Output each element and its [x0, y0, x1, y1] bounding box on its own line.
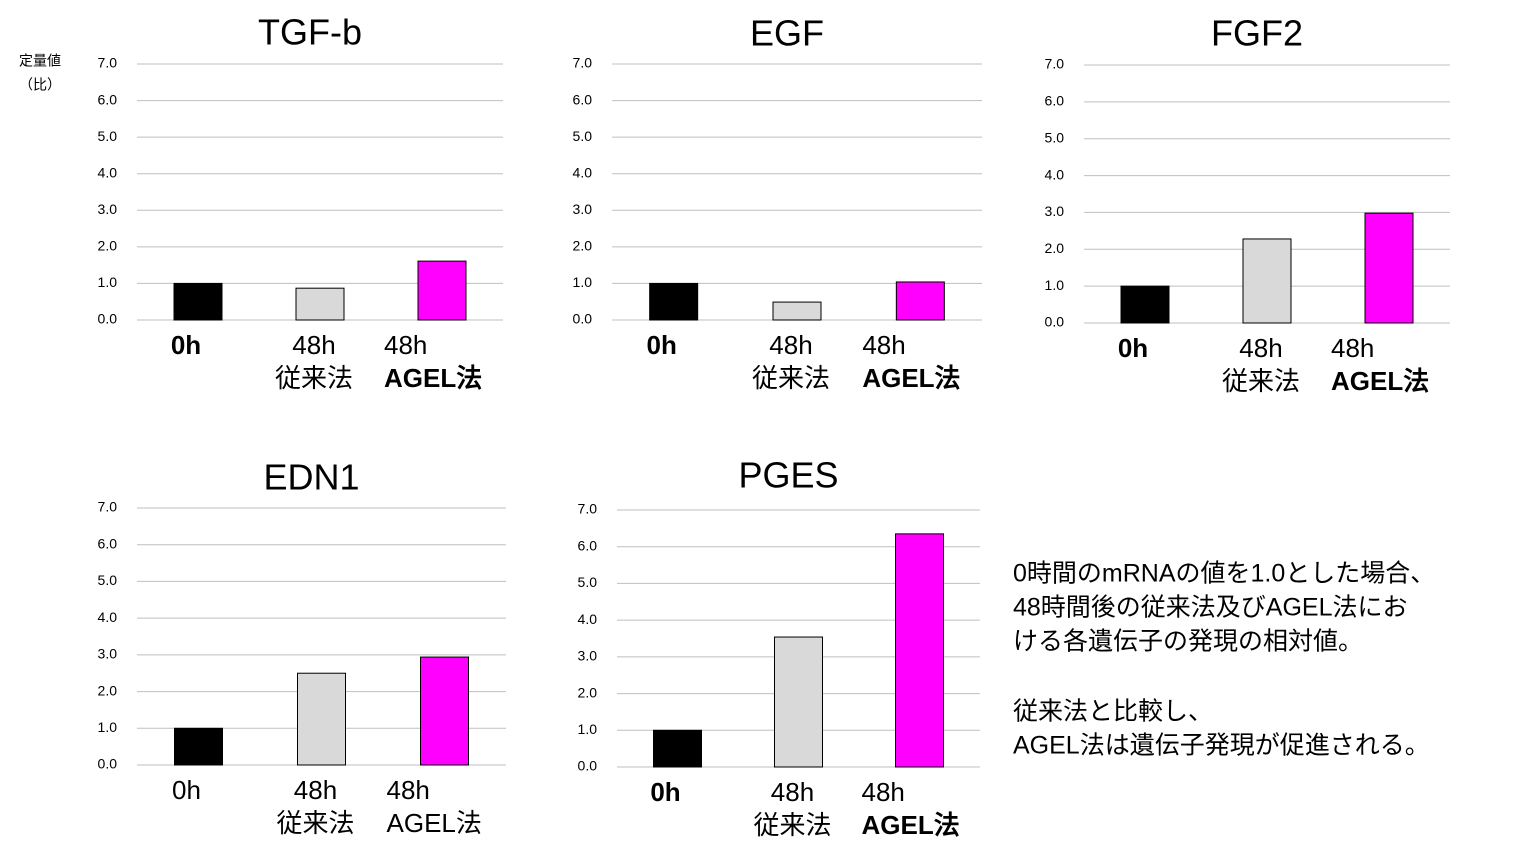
x-tick-label: AGEL法: [1331, 366, 1429, 396]
y-tick-label: 2.0: [1045, 240, 1065, 256]
y-tick-label: 7.0: [98, 499, 118, 515]
x-tick-label: 従来法: [1222, 366, 1300, 396]
bar: [895, 281, 945, 321]
x-tick-label: 従来法: [752, 363, 830, 393]
x-tick-label: 0h: [1118, 333, 1148, 363]
y-tick-label: 0.0: [578, 758, 598, 774]
x-tick-label: 0h: [171, 330, 201, 360]
y-tick-label: 2.0: [578, 684, 598, 700]
y-tick-label: 7.0: [98, 55, 118, 71]
y-tick-label: 0.0: [98, 311, 118, 327]
y-tick-label: 4.0: [573, 164, 593, 180]
y-tick-label: 0.0: [1045, 314, 1065, 330]
note-line: 従来法と比較し、: [1013, 698, 1213, 726]
bar: [649, 282, 699, 321]
x-tick-label: 48h: [769, 330, 812, 360]
x-tick-label: 48h: [294, 775, 337, 805]
note-line: ける各遺伝子の発現の相対値。: [1013, 628, 1363, 656]
bar: [174, 727, 223, 766]
y-tick-label: 1.0: [573, 274, 593, 290]
bar: [295, 287, 345, 321]
x-tick-label: 48h: [1239, 333, 1282, 363]
x-tick-label: 48h: [862, 777, 905, 807]
y-tick-label: 7.0: [578, 501, 598, 517]
bar: [653, 729, 702, 768]
y-axis-label: （比）: [19, 77, 61, 93]
y-tick-label: 4.0: [1045, 166, 1065, 182]
y-tick-label: 6.0: [98, 535, 118, 551]
y-tick-label: 5.0: [98, 572, 118, 588]
bar: [420, 656, 469, 766]
y-tick-label: 1.0: [1045, 277, 1065, 293]
bar: [895, 533, 944, 768]
y-tick-label: 6.0: [573, 91, 593, 107]
bar: [1364, 212, 1414, 324]
y-tick-label: 6.0: [98, 91, 118, 107]
x-tick-label: 48h: [292, 330, 335, 360]
y-tick-label: 6.0: [578, 537, 598, 553]
y-tick-label: 4.0: [578, 611, 598, 627]
chart-title: EDN1: [263, 457, 359, 498]
note-line: 48時間後の従来法及びAGEL法にお: [1013, 594, 1408, 622]
x-tick-label: 48h: [1331, 333, 1374, 363]
x-tick-label: 従来法: [753, 810, 831, 840]
bar: [417, 260, 467, 321]
y-tick-label: 3.0: [98, 646, 118, 662]
x-tick-label: 従来法: [276, 808, 354, 838]
y-tick-label: 5.0: [578, 574, 598, 590]
x-tick-label: AGEL法: [862, 810, 960, 840]
y-tick-label: 1.0: [98, 274, 118, 290]
x-tick-label: 48h: [862, 330, 905, 360]
x-tick-label: 48h: [771, 777, 814, 807]
y-tick-label: 7.0: [573, 55, 593, 71]
y-tick-label: 5.0: [573, 128, 593, 144]
y-tick-label: 7.0: [1045, 56, 1065, 72]
x-tick-label: 0h: [646, 330, 676, 360]
y-tick-label: 4.0: [98, 609, 118, 625]
y-tick-label: 3.0: [98, 201, 118, 217]
x-tick-label: AGEL法: [862, 363, 960, 393]
y-tick-label: 0.0: [573, 311, 593, 327]
bar: [772, 301, 822, 321]
y-tick-label: 3.0: [578, 648, 598, 664]
x-tick-label: 48h: [384, 330, 427, 360]
x-tick-label: AGEL法: [384, 363, 482, 393]
x-tick-label: AGEL法: [387, 808, 482, 838]
y-tick-label: 5.0: [1045, 129, 1065, 145]
chart-title: EGF: [750, 13, 824, 54]
y-tick-label: 3.0: [573, 201, 593, 217]
bar: [1120, 285, 1170, 324]
y-tick-label: 2.0: [573, 238, 593, 254]
bar: [173, 282, 223, 321]
y-tick-label: 6.0: [1045, 93, 1065, 109]
y-tick-label: 5.0: [98, 128, 118, 144]
y-tick-label: 2.0: [98, 238, 118, 254]
note-line: 0時間のmRNAの値を1.0とした場合、: [1013, 560, 1435, 588]
bar: [297, 672, 346, 766]
x-tick-label: 48h: [387, 775, 430, 805]
bar: [1242, 238, 1292, 324]
y-tick-label: 1.0: [98, 719, 118, 735]
y-tick-label: 3.0: [1045, 203, 1065, 219]
y-tick-label: 0.0: [98, 756, 118, 772]
x-tick-label: 従来法: [275, 363, 353, 393]
chart-title: TGF-b: [258, 12, 362, 53]
note-line: AGEL法は遺伝子発現が促進される。: [1013, 732, 1430, 760]
x-tick-label: 0h: [172, 775, 201, 805]
y-axis-label: 定量値: [19, 53, 61, 69]
y-tick-label: 4.0: [98, 164, 118, 180]
y-tick-label: 2.0: [98, 682, 118, 698]
chart-title: FGF2: [1211, 13, 1303, 54]
bar: [774, 636, 823, 768]
chart-title: PGES: [738, 455, 838, 496]
y-tick-label: 1.0: [578, 721, 598, 737]
x-tick-label: 0h: [650, 777, 680, 807]
